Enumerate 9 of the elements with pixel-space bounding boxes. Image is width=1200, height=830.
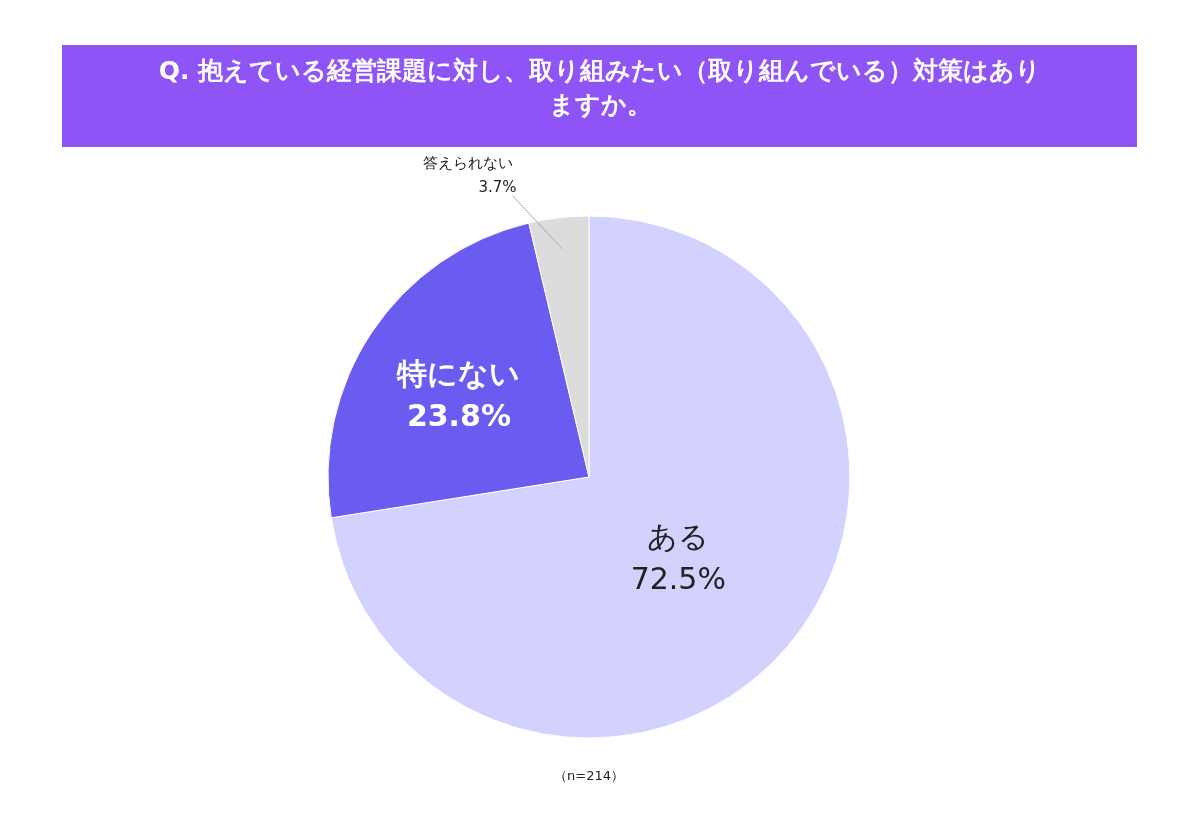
data-label: 72.5% bbox=[630, 561, 726, 597]
slice-label: 答えられない bbox=[422, 153, 513, 172]
slice-label: ある bbox=[647, 519, 710, 555]
slice-label: 特にない bbox=[396, 355, 521, 391]
data-label: 23.8% bbox=[406, 397, 511, 433]
text: （n=214） bbox=[554, 768, 624, 783]
pie-slice bbox=[330, 215, 851, 739]
data-label: 3.7% bbox=[478, 177, 517, 196]
chart-title: Q. 抱えている経営課題に対し、取り組みたい（取り組んでいる）対策はありますか。 bbox=[158, 56, 1042, 119]
